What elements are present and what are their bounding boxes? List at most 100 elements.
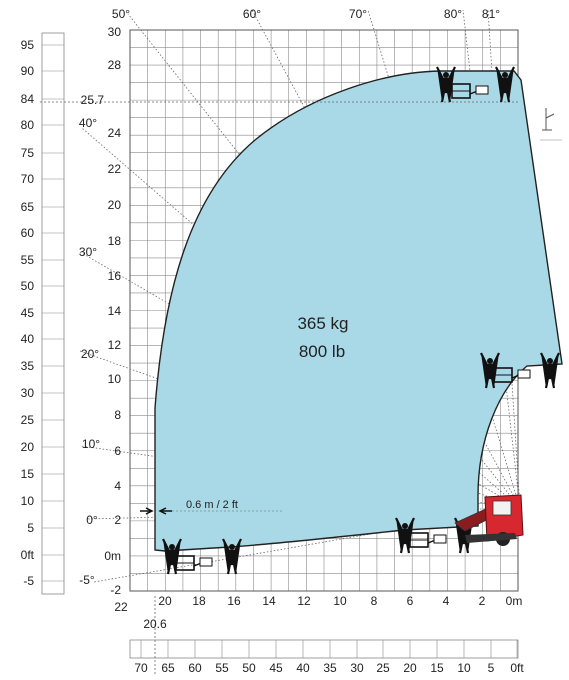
working-envelope-area [154,70,563,552]
bottom-scale-label: 20 [403,661,417,675]
labels: 81°80°70°60°50°40°30°20°10°0°-5°95908480… [21,7,525,675]
height-axis-label: 22 [108,162,122,176]
machine-cab-icon [492,500,512,516]
person-head-icon [229,544,235,550]
bottom-scale-label: 15 [430,661,444,675]
left-scale-label: 80 [21,118,35,132]
bottom-scale-label: 35 [323,661,337,675]
width-note-label: 0.6 m / 2 ft [186,499,238,511]
reach-axis-label: 4 [443,594,450,608]
left-scale-label: 30 [21,386,35,400]
platform-box-icon [475,85,489,95]
left-scale-label: 55 [21,253,35,267]
height-axis-label: 24 [108,126,122,140]
reach-axis-label: 10 [333,594,347,608]
arrow-right-icon [140,507,154,515]
angle-label: 0° [86,513,98,527]
icons [140,66,562,575]
left-scale-label: 60 [21,226,35,240]
reach-axis-label: 16 [227,594,241,608]
angle-label: 80° [444,7,462,21]
telehandler-machine-icon [454,494,524,546]
bottom-scale-label: 60 [188,661,202,675]
machine-chassis-icon [465,533,517,543]
left-scale-label: 40 [21,332,35,346]
platform-box-icon [517,369,531,379]
angle-label: 50° [112,7,130,21]
angle-label: 81° [482,7,500,21]
reach-marker-label: 20.6 [143,617,167,631]
person-head-icon [547,358,553,364]
bottom-scale-label: 5 [488,661,495,675]
person-head-icon [443,72,449,78]
bottom-scale-label: 0ft [510,661,524,675]
left-scale-label: 0ft [21,548,35,562]
height-axis-label: 6 [114,444,121,458]
height-axis-label: 12 [108,338,122,352]
bottom-scale-label: 25 [376,661,390,675]
reach-axis-label: 20 [158,594,172,608]
scales [40,32,520,676]
platform-box-icon [199,557,213,567]
height-axis-label: 2 [114,513,121,527]
feet-scale-bottom [129,639,519,659]
person-body-icon [436,66,456,103]
height-axis-label: 10 [108,372,122,386]
height-axis-label: 16 [108,269,122,283]
stabilizer-note-icon [540,108,562,141]
arrow-left-icon [158,507,172,515]
left-scale-label: 15 [21,467,35,481]
left-scale-label: 84 [21,92,35,106]
work-platform-icon [451,83,489,99]
person-body-icon [495,66,515,103]
angle-label: 20° [81,347,99,361]
work-platform-icon [409,532,447,548]
bottom-scale-label: 55 [215,661,229,675]
left-scale-label: 35 [21,359,35,373]
bottom-scale-label: 50 [242,661,256,675]
person-head-icon [169,544,175,550]
left-scale-label: 10 [21,494,35,508]
height-axis-label: 20 [108,198,122,212]
feet-scale-left [41,32,65,595]
angle-label: 70° [349,7,367,21]
person-head-icon [402,523,408,529]
operator-figure-icon [222,538,242,575]
reach-axis-label: 8 [371,594,378,608]
height-axis-label: 25.7 [81,93,105,107]
angle-label: 40° [79,116,97,130]
left-scale-label: 75 [21,146,35,160]
angle-label: 10° [82,437,100,451]
person-head-icon [502,72,508,78]
left-scale-label: 65 [21,200,35,214]
angle-label: 60° [243,7,261,21]
height-axis-label: 28 [108,58,122,72]
bottom-scale-label: 65 [161,661,175,675]
reach-axis-label: 18 [192,594,206,608]
stabilizer-lines-icon [542,108,555,131]
left-scale-label: 20 [21,440,35,454]
reach-axis-label: 22 [114,600,128,614]
height-axis-label: 0m [104,549,121,563]
left-scale-label: -5 [23,574,34,588]
work-platform-icon [175,555,213,571]
load-lb-label: 800 lb [299,342,345,361]
operator-figure-icon [495,66,515,103]
bottom-scale-label: 70 [134,661,148,675]
reach-axis-label: 12 [297,594,311,608]
platform-box-icon [433,534,447,544]
left-scale-label: 5 [27,521,34,535]
height-axis-label: 18 [108,234,122,248]
reach-axis-label: 6 [407,594,414,608]
operator-figure-icon [436,66,456,103]
bottom-scale-label: 40 [296,661,310,675]
height-axis-label: 30 [108,25,122,39]
person-head-icon [487,358,493,364]
operator-figure-icon [540,352,560,389]
left-scale-label: 50 [21,279,35,293]
left-scale-label: 95 [21,38,35,52]
reach-axis-label: 14 [262,594,276,608]
angle-label: -5° [79,573,95,587]
load-kg-label: 365 kg [297,314,348,333]
